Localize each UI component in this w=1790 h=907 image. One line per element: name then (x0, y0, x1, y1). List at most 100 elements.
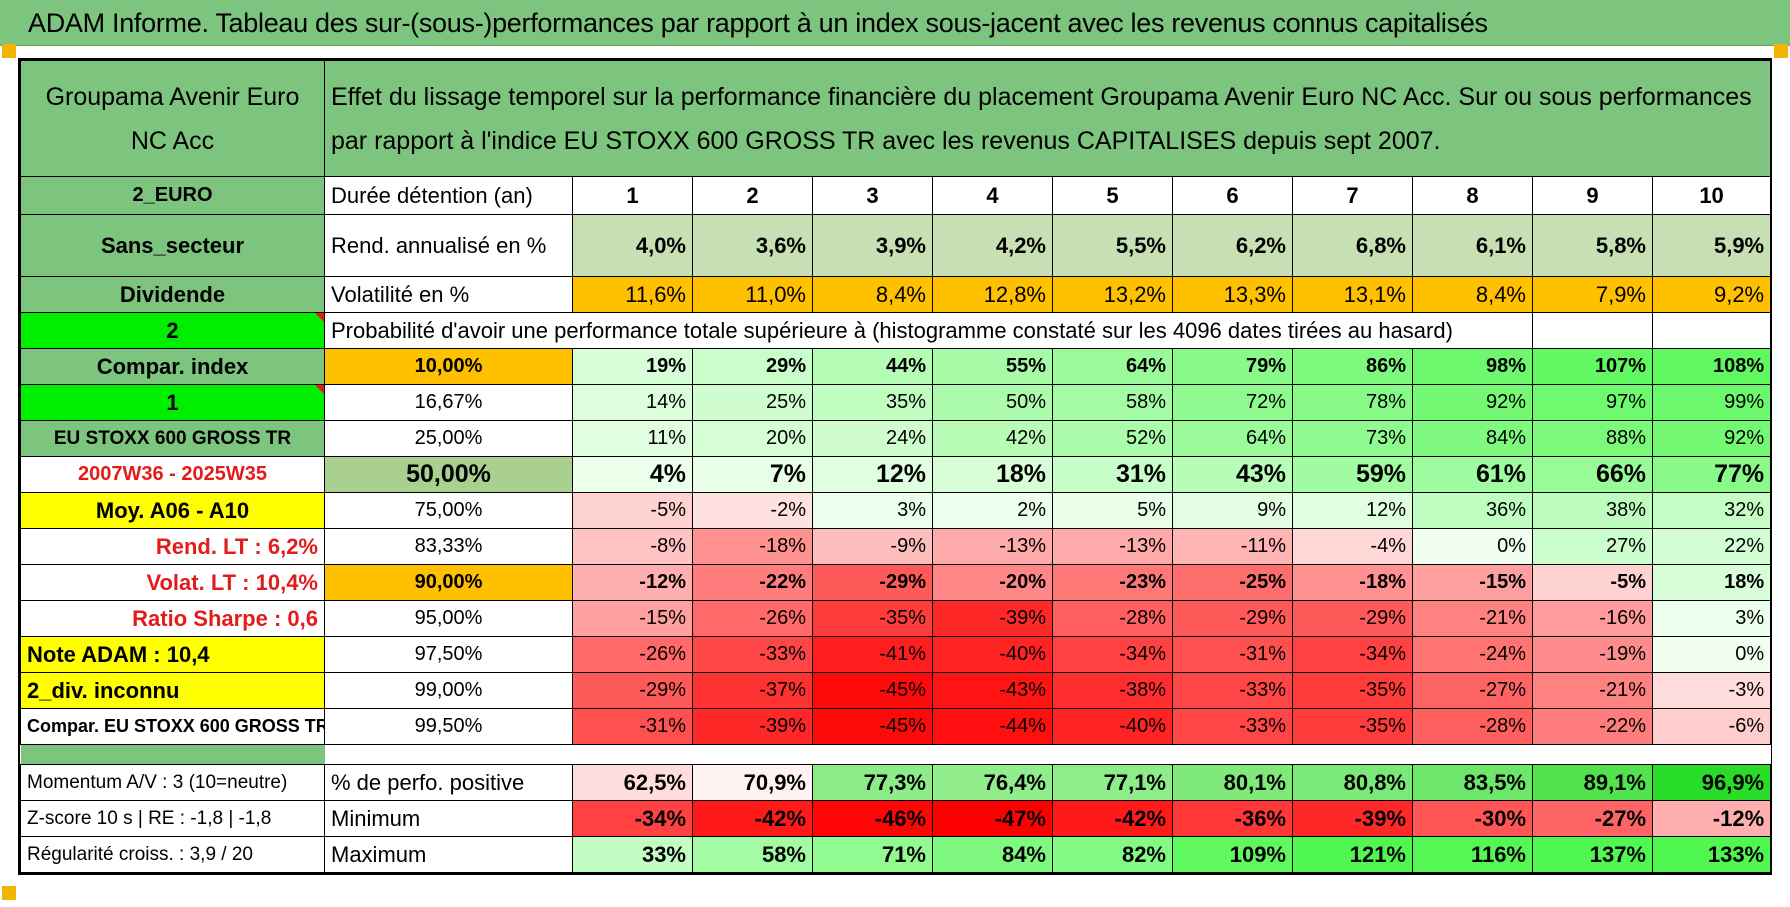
volat-lt-label: Volat. LT : 10,4% (20, 564, 325, 601)
quantile-value-cell: 19% (572, 348, 693, 385)
quantile-value-cell: 25% (692, 384, 813, 421)
quantile-value-cell: 27% (1532, 528, 1653, 565)
quantile-value-cell: 36% (1412, 492, 1533, 529)
holding-duration-label: Durée détention (an) (324, 176, 573, 215)
spin-value-1[interactable]: 1 (20, 384, 325, 421)
annualized-return-cell: 3,6% (692, 214, 813, 277)
stat-value-cell: 82% (1052, 836, 1173, 873)
spin-value-2[interactable]: 2 (20, 312, 325, 349)
annualized-return-cell: 5,8% (1532, 214, 1653, 277)
quantile-value-cell: 107% (1532, 348, 1653, 385)
stat-value-cell: 89,1% (1532, 764, 1653, 801)
year-header: 7 (1292, 176, 1413, 215)
quantile-value-cell: -27% (1412, 672, 1533, 709)
stat-value-cell: -39% (1292, 800, 1413, 837)
stat-value-cell: 96,9% (1651, 764, 1772, 801)
volatility-cell: 11,6% (572, 276, 693, 313)
quantile-value-cell: 4% (572, 456, 693, 493)
selection-handle[interactable] (1774, 44, 1788, 58)
note-adam-label: Note ADAM : 10,4 (20, 636, 325, 673)
quantile-value-cell: 58% (1052, 384, 1173, 421)
annualized-return-cell: 6,8% (1292, 214, 1413, 277)
stat-value-cell: 83,5% (1412, 764, 1533, 801)
spacer-cell (20, 744, 325, 765)
quantile-value-cell: -33% (1172, 708, 1293, 745)
report-title: ADAM Informe. Tableau des sur-(sous-)per… (28, 8, 1488, 38)
compar-index-label: Compar. index (20, 348, 325, 385)
quantile-value-cell: 52% (1052, 420, 1173, 457)
quantile-value-cell: 99% (1651, 384, 1772, 421)
quantile-value-cell: 0% (1412, 528, 1533, 565)
quantile-value-cell: -24% (1412, 636, 1533, 673)
quantile-label: 97,50% (324, 636, 573, 673)
quantile-value-cell: -25% (1172, 564, 1293, 601)
stat-value-cell: 116% (1412, 836, 1533, 873)
stat-value-cell: 133% (1651, 836, 1772, 873)
compar-eu-label: Compar. EU STOXX 600 GROSS TR (20, 708, 325, 745)
spacer-row (324, 744, 1771, 765)
quantile-value-cell: -15% (1412, 564, 1533, 601)
quantile-value-cell: 66% (1532, 456, 1653, 493)
quantile-value-cell: 35% (812, 384, 933, 421)
quantile-value-cell: -43% (932, 672, 1053, 709)
quantile-value-cell: -2% (692, 492, 813, 529)
quantile-value-cell: -39% (932, 600, 1053, 637)
performance-table: Groupama Avenir Euro NC Acc Effet du lis… (18, 58, 1772, 875)
quantile-value-cell: 3% (812, 492, 933, 529)
volatility-cell: 7,9% (1532, 276, 1653, 313)
volatility-cell: 8,4% (1412, 276, 1533, 313)
quantile-value-cell: 86% (1292, 348, 1413, 385)
stat-label: Minimum (324, 800, 573, 837)
quantile-value-cell: 3% (1651, 600, 1772, 637)
quantile-label: 99,00% (324, 672, 573, 709)
quantile-label: 16,67% (324, 384, 573, 421)
table-description: Effet du lissage temporel sur la perform… (323, 60, 1772, 177)
year-header: 2 (692, 176, 813, 215)
quantile-value-cell: 18% (932, 456, 1053, 493)
sector-label: Sans_secteur (20, 214, 325, 277)
quantile-value-cell: 78% (1292, 384, 1413, 421)
quantile-value-cell: 18% (1651, 564, 1772, 601)
quantile-value-cell: -35% (812, 600, 933, 637)
quantile-value-cell: 97% (1532, 384, 1653, 421)
index-name: EU STOXX 600 GROSS TR (20, 420, 325, 457)
quantile-value-cell: 55% (932, 348, 1053, 385)
selection-handle[interactable] (2, 44, 16, 58)
annualized-return-cell: 6,2% (1172, 214, 1293, 277)
stat-label: Maximum (324, 836, 573, 873)
quantile-value-cell: 12% (812, 456, 933, 493)
quantile-value-cell: -5% (572, 492, 693, 529)
quantile-value-cell: 24% (812, 420, 933, 457)
momentum-label: Momentum A/V : 3 (10=neutre) (20, 764, 325, 801)
quantile-value-cell: 43% (1172, 456, 1293, 493)
quantile-label: 99,50% (324, 708, 573, 745)
stat-value-cell: 76,4% (932, 764, 1053, 801)
selection-handle[interactable] (2, 886, 16, 900)
annualized-return-cell: 3,9% (812, 214, 933, 277)
quantile-value-cell: 42% (932, 420, 1053, 457)
quantile-value-cell: -20% (932, 564, 1053, 601)
quantile-value-cell: 5% (1052, 492, 1173, 529)
volatility-cell: 9,2% (1651, 276, 1772, 313)
period-label: 2007W36 - 2025W35 (20, 456, 325, 493)
quantile-value-cell: 14% (572, 384, 693, 421)
quantile-value-cell: 64% (1172, 420, 1293, 457)
quantile-value-cell: -29% (1292, 600, 1413, 637)
quantile-label: 50,00% (324, 456, 573, 493)
annualized-return-cell: 5,9% (1651, 214, 1772, 277)
stat-value-cell: 58% (692, 836, 813, 873)
stat-value-cell: 77,1% (1052, 764, 1173, 801)
stat-value-cell: 62,5% (572, 764, 693, 801)
quantile-value-cell: 7% (692, 456, 813, 493)
quantile-value-cell: 79% (1172, 348, 1293, 385)
stat-value-cell: -12% (1651, 800, 1772, 837)
stat-value-cell: 70,9% (692, 764, 813, 801)
quantile-value-cell: -35% (1292, 708, 1413, 745)
annualized-return-cell: 4,0% (572, 214, 693, 277)
quantile-value-cell: 50% (932, 384, 1053, 421)
empty-cell (1651, 312, 1772, 349)
annualized-return-cell: 4,2% (932, 214, 1053, 277)
quantile-value-cell: -31% (1172, 636, 1293, 673)
quantile-value-cell: -41% (812, 636, 933, 673)
quantile-value-cell: 2% (932, 492, 1053, 529)
